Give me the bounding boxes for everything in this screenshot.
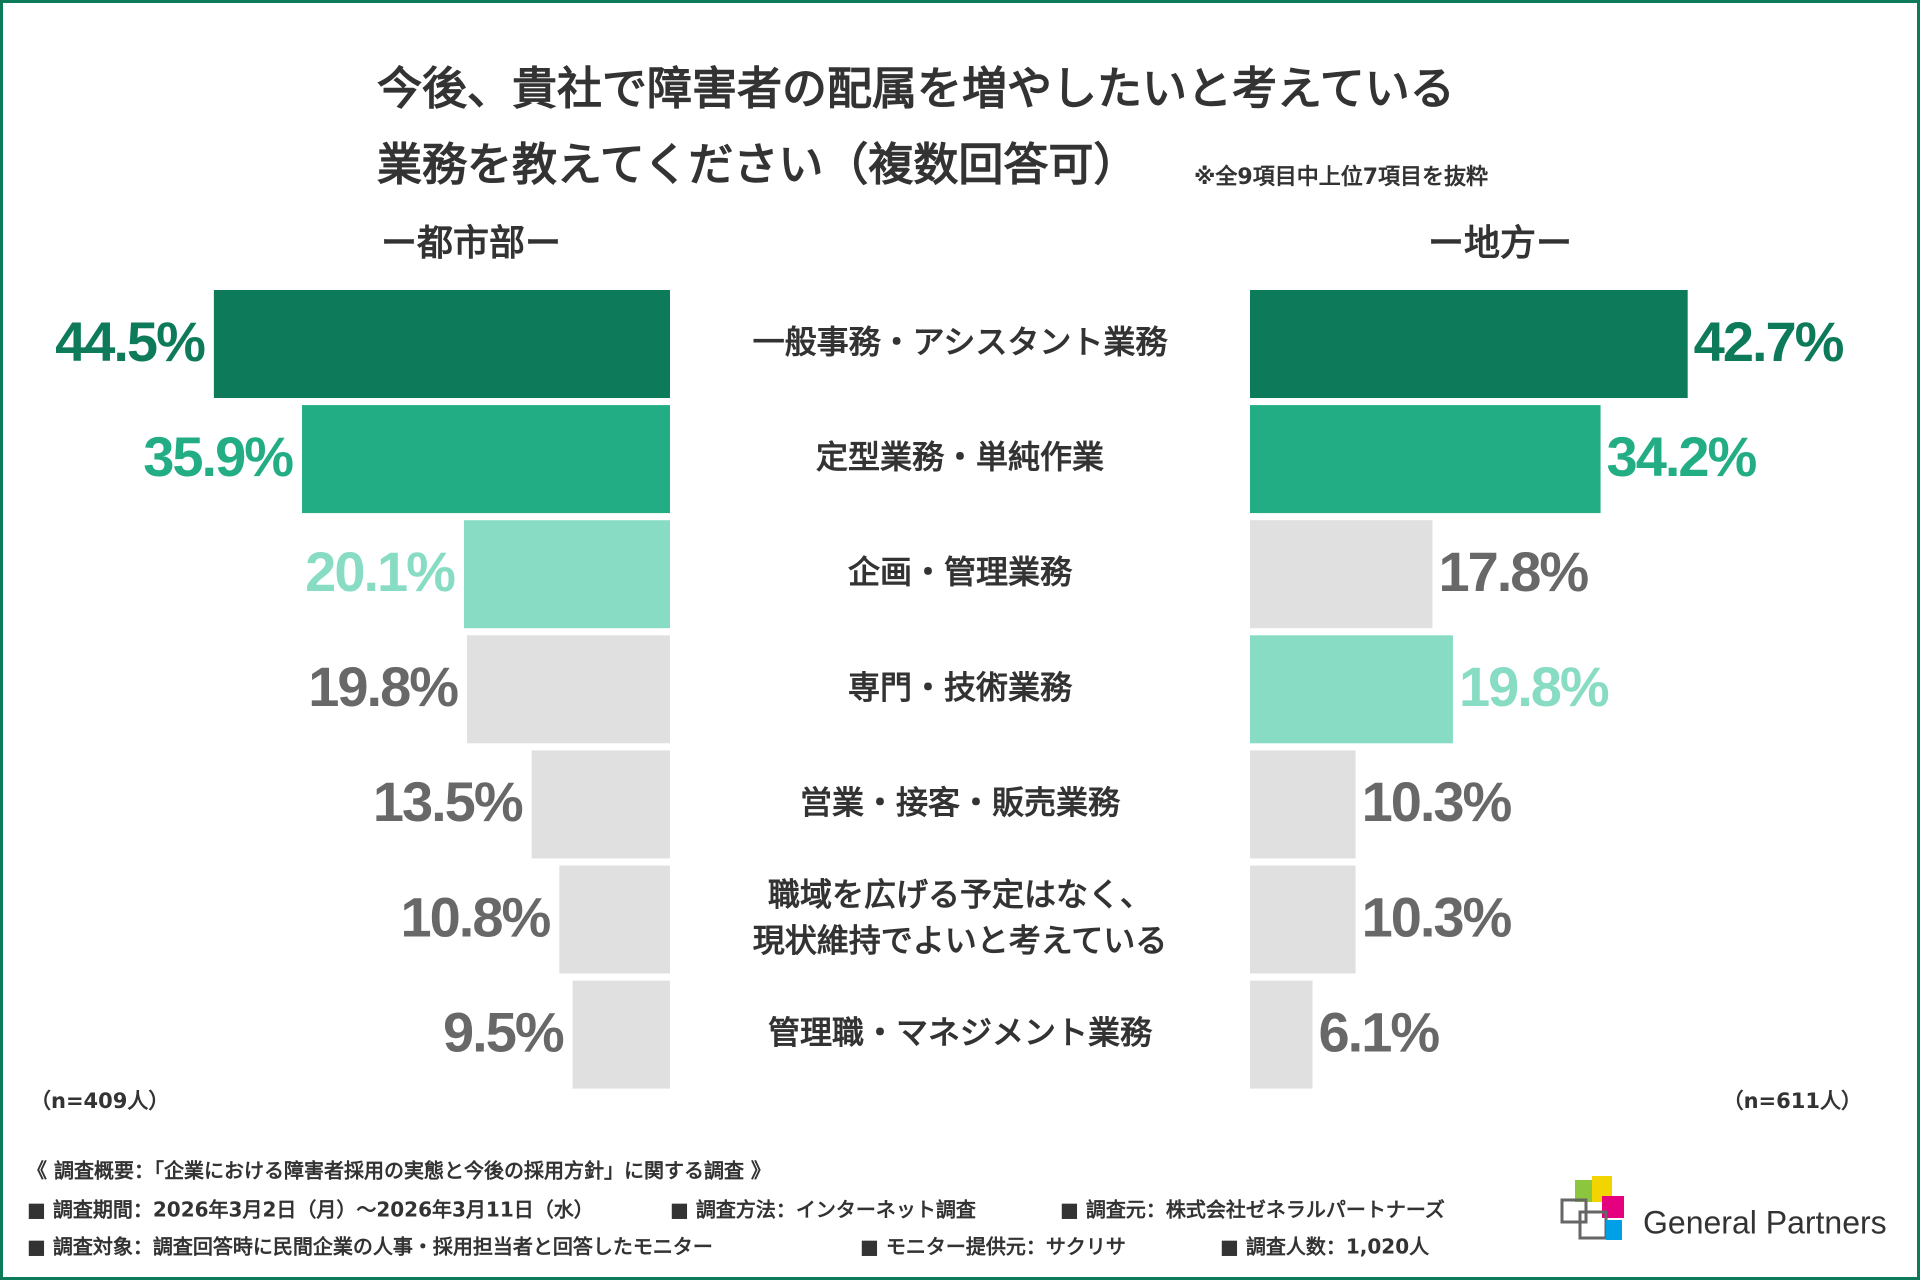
bar	[531, 750, 670, 859]
series-header: ー都市部ー	[381, 223, 561, 264]
bar	[1250, 635, 1453, 744]
sample-size: （n=409人）	[30, 1089, 169, 1113]
sample-size: （n=611人）	[1723, 1089, 1862, 1113]
logo-text: General Partners	[1643, 1204, 1887, 1240]
bar	[467, 635, 670, 744]
value-label: 10.3%	[1362, 770, 1512, 833]
value-label: 9.5%	[443, 1000, 564, 1063]
value-label: 44.5%	[55, 310, 205, 373]
footer-item: ■ モニター提供元：サクリサ	[860, 1235, 1126, 1259]
category-label: 営業・接客・販売業務	[800, 783, 1121, 821]
bar	[1250, 405, 1601, 514]
value-label: 34.2%	[1607, 425, 1757, 488]
value-label: 20.1%	[305, 540, 455, 603]
bar	[559, 865, 670, 974]
value-label: 42.7%	[1694, 310, 1844, 373]
bar	[1250, 290, 1688, 398]
category-label: 職域を広げる予定はなく、	[768, 876, 1152, 914]
footer-item: ■ 調査人数：1,020人	[1220, 1235, 1430, 1259]
category-label: 管理職・マネジメント業務	[768, 1014, 1153, 1052]
footer-item: ■ 調査元：株式会社ゼネラルパートナーズ	[1060, 1198, 1445, 1222]
footer-item: ■ 調査対象：調査回答時に民間企業の人事・採用担当者と回答したモニター	[27, 1235, 713, 1259]
bar	[1250, 980, 1313, 1089]
chart-title: 業務を教えてください（複数回答可）	[377, 138, 1138, 191]
logo-mark	[1560, 1176, 1624, 1240]
category-label: 現状維持でよいと考えている	[753, 922, 1167, 960]
category-label: 定型業務・単純作業	[816, 438, 1104, 476]
value-label: 19.8%	[1459, 655, 1609, 718]
note: ※全9項目中上位7項目を抜粋	[1194, 164, 1488, 190]
footer-item: ■ 調査期間：2026年3月2日（月）～2026年3月11日（水）	[27, 1198, 594, 1222]
category-label: 専門・技術業務	[848, 668, 1073, 706]
bar	[463, 520, 670, 629]
bar	[572, 980, 670, 1089]
category-label: 企画・管理業務	[848, 553, 1073, 591]
bar	[213, 290, 670, 398]
value-label: 13.5%	[373, 770, 523, 833]
value-label: 10.3%	[1362, 885, 1512, 948]
value-label: 19.8%	[308, 655, 458, 718]
bar	[1250, 750, 1356, 859]
series-header: ー地方ー	[1428, 223, 1572, 264]
bar	[1250, 520, 1433, 629]
value-label: 6.1%	[1319, 1000, 1440, 1063]
value-label: 10.8%	[401, 885, 551, 948]
chart-title: 今後、貴社で障害者の配属を増やしたいと考えている	[377, 62, 1455, 115]
value-label: 17.8%	[1438, 540, 1588, 603]
value-label: 35.9%	[143, 425, 293, 488]
footer-heading: 《 調査概要：「企業における障害者採用の実態と今後の採用方針」に関する調査 》	[27, 1159, 771, 1183]
bar	[302, 405, 670, 514]
footer-item: ■ 調査方法：インターネット調査	[670, 1198, 976, 1222]
category-label: 一般事務・アシスタント業務	[753, 323, 1169, 361]
bar	[1250, 865, 1356, 974]
